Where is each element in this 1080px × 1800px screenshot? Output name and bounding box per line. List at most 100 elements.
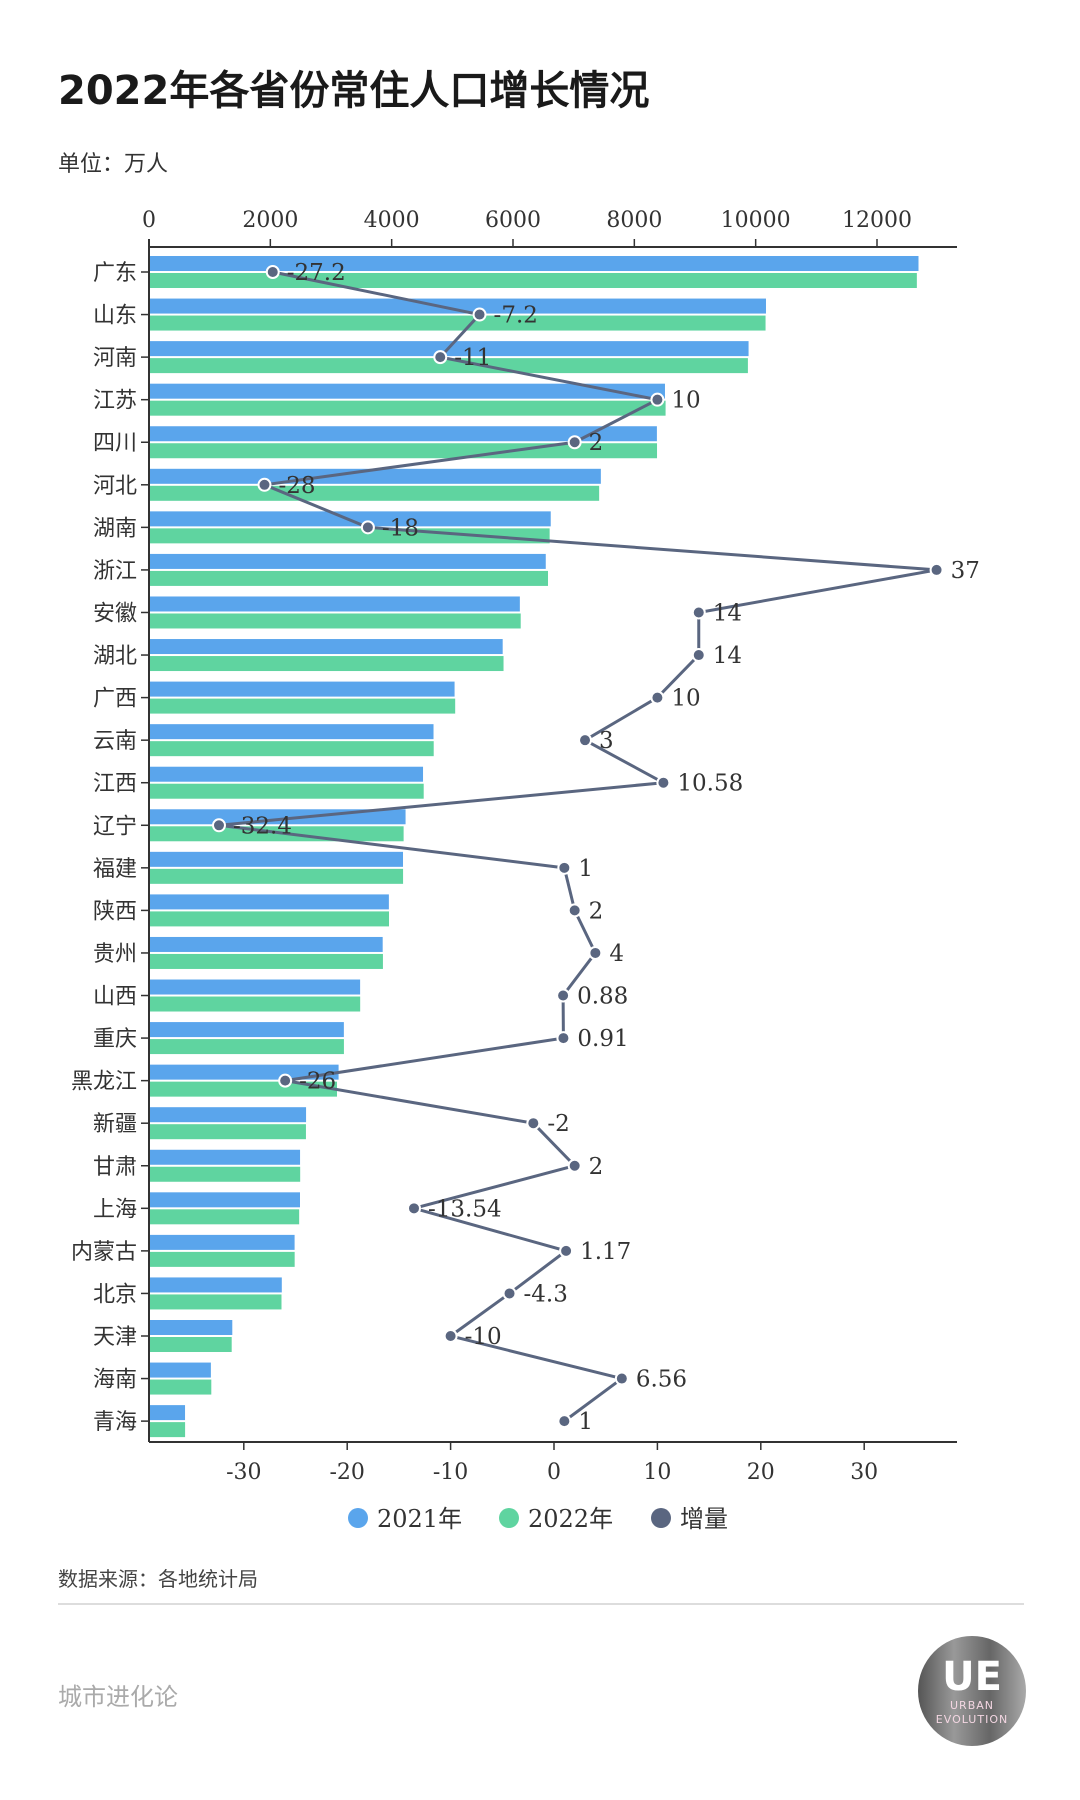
bar-2021 (149, 1320, 233, 1335)
logo-sub1: URBAN (950, 1699, 994, 1712)
bar-2021 (149, 936, 383, 952)
bar-2022 (149, 1166, 301, 1182)
y-tick-label: 黑龙江 (71, 1070, 137, 1095)
increment-point (929, 562, 944, 577)
y-tick-label: 广西 (93, 687, 137, 712)
increment-data-label: -13.54 (428, 1196, 502, 1222)
bar-2022 (149, 911, 389, 927)
increment-data-label: 6.56 (636, 1367, 687, 1393)
bottom-axis-tick-label: -30 (226, 1460, 261, 1485)
increment-data-label: 0.88 (577, 984, 628, 1010)
increment-data-label: 2 (589, 898, 604, 924)
increment-data-label: -27.2 (287, 260, 346, 286)
bar-2021 (149, 681, 455, 697)
increment-point (433, 350, 448, 365)
bar-2021 (149, 426, 657, 442)
top-axis-tick-label: 8000 (606, 208, 662, 233)
divider (58, 1603, 1024, 1605)
bar-2021 (149, 1277, 282, 1293)
increment-data-label: 14 (713, 600, 742, 626)
bar-2021 (149, 894, 389, 910)
bar-2022 (149, 485, 600, 501)
bar-2022 (149, 1379, 212, 1395)
increment-point (526, 1116, 541, 1131)
bottom-axis-tick-label: -20 (329, 1460, 364, 1485)
bar-2021 (149, 639, 503, 655)
increment-point (211, 818, 226, 833)
bar-2022 (149, 741, 434, 757)
y-tick-label: 江苏 (93, 389, 137, 414)
logo-mark: UE (942, 1654, 1002, 1700)
chart: 广东山东河南江苏四川河北湖南浙江安徽湖北广西云南江西辽宁福建陕西贵州山西重庆黑龙… (71, 208, 980, 1533)
data-source: 数据来源：各地统计局 (58, 1567, 258, 1591)
y-tick-label: 天津 (93, 1325, 137, 1350)
y-tick-label: 四川 (93, 431, 137, 456)
bar-2022 (149, 1422, 186, 1438)
y-tick-label: 贵州 (93, 942, 137, 967)
increment-point (691, 648, 706, 663)
increment-data-label: -26 (299, 1069, 336, 1095)
increment-point (406, 1201, 421, 1216)
increment-data-label: 4 (609, 941, 624, 967)
increment-point (578, 733, 593, 748)
increment-data-label: 14 (713, 643, 742, 669)
bottom-axis-tick-label: -10 (433, 1460, 468, 1485)
bar-2022 (149, 868, 404, 884)
y-tick-label: 广东 (93, 261, 137, 286)
unit-label: 单位：万人 (58, 152, 169, 177)
y-tick-label: 新疆 (93, 1112, 137, 1137)
bar-2021 (149, 1064, 339, 1080)
increment-point (557, 1414, 572, 1429)
logo-sub2: EVOLUTION (935, 1713, 1009, 1726)
y-tick-label: 辽宁 (93, 814, 137, 839)
legend-label: 2022年 (528, 1505, 613, 1533)
y-tick-label: 重庆 (93, 1027, 137, 1052)
bar-2022 (149, 1294, 282, 1310)
legend-marker (651, 1508, 671, 1528)
increment-point (556, 1031, 571, 1046)
y-tick-label: 甘肃 (93, 1155, 137, 1180)
increment-data-label: 2 (589, 1154, 604, 1180)
increment-data-label: 1 (578, 856, 593, 882)
increment-data-label: 1.17 (580, 1239, 631, 1265)
y-tick-label: 湖北 (93, 644, 137, 669)
bar-2021 (149, 256, 919, 271)
increment-data-label: 3 (599, 728, 614, 754)
increment-point (567, 1158, 582, 1173)
bottom-axis-tick-label: 0 (547, 1460, 561, 1485)
increment-data-label: 10 (671, 686, 700, 712)
bar-2022 (149, 1209, 300, 1225)
bottom-axis-tick-label: 20 (747, 1460, 775, 1485)
bar-2022 (149, 315, 766, 331)
y-tick-label: 山西 (93, 985, 137, 1010)
increment-data-label: 37 (951, 558, 980, 584)
bar-2021 (149, 1149, 301, 1165)
increment-data-label: 2 (589, 430, 604, 456)
top-axis-tick-label: 10000 (721, 208, 791, 233)
y-tick-label: 内蒙古 (71, 1240, 137, 1265)
increment-point (257, 477, 272, 492)
increment-point (650, 690, 665, 705)
bar-2022 (149, 613, 521, 629)
increment-point (443, 1329, 458, 1343)
bar-2022 (149, 570, 549, 586)
legend-label: 增量 (680, 1505, 728, 1533)
bar-2022 (149, 953, 383, 969)
increment-point (588, 945, 603, 960)
increment-data-label: 0.91 (577, 1026, 628, 1052)
y-tick-label: 河北 (93, 474, 137, 499)
bar-2021 (149, 1234, 295, 1250)
bar-2021 (149, 1107, 307, 1123)
y-tick-label: 福建 (93, 857, 137, 882)
increment-point (472, 307, 487, 322)
increment-data-label: -10 (465, 1324, 502, 1350)
legend-marker (499, 1508, 519, 1528)
legend-marker (348, 1508, 368, 1528)
increment-point (656, 775, 671, 790)
y-tick-label: 云南 (93, 729, 137, 754)
increment-data-label: 10.58 (677, 771, 743, 797)
increment-data-label: 10 (671, 388, 700, 414)
top-axis-tick-label: 6000 (485, 208, 541, 233)
bar-2022 (149, 1039, 344, 1055)
increment-point (567, 435, 582, 450)
